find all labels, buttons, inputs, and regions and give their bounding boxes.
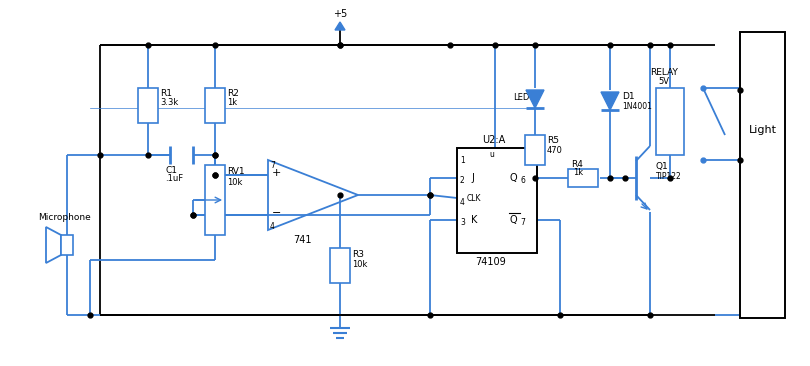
Text: 74109: 74109 xyxy=(475,257,505,267)
Text: 3.3k: 3.3k xyxy=(160,98,178,107)
Bar xyxy=(61,235,73,255)
Text: 10k: 10k xyxy=(227,178,242,187)
Text: 10k: 10k xyxy=(352,260,368,269)
Bar xyxy=(138,88,158,123)
Text: LED: LED xyxy=(513,93,530,102)
Text: RV1: RV1 xyxy=(227,167,245,176)
Text: .1uF: .1uF xyxy=(165,174,183,183)
Text: Q: Q xyxy=(509,215,517,225)
Text: 6: 6 xyxy=(520,176,525,185)
Bar xyxy=(330,248,350,283)
Text: K: K xyxy=(471,215,477,225)
Text: R2: R2 xyxy=(227,89,239,98)
Text: TIP122: TIP122 xyxy=(656,172,682,181)
Text: 7: 7 xyxy=(270,161,275,170)
Text: C1: C1 xyxy=(165,166,177,175)
Text: Microphone: Microphone xyxy=(38,213,91,222)
Text: Light: Light xyxy=(748,125,777,135)
Text: 1k: 1k xyxy=(227,98,237,107)
Bar xyxy=(457,148,537,253)
Text: 7: 7 xyxy=(520,218,525,227)
Text: 1k: 1k xyxy=(573,168,583,177)
Text: −: − xyxy=(272,208,281,218)
Bar xyxy=(740,32,785,318)
Text: J: J xyxy=(471,173,474,183)
Text: +5: +5 xyxy=(333,9,347,19)
Text: 2: 2 xyxy=(460,176,465,185)
Text: CLK: CLK xyxy=(467,194,481,203)
Bar xyxy=(525,135,545,165)
Text: 5V: 5V xyxy=(658,77,669,86)
Text: Q: Q xyxy=(509,173,517,183)
Text: R3: R3 xyxy=(352,250,364,259)
Bar xyxy=(205,165,225,235)
Polygon shape xyxy=(601,92,619,110)
Text: R1: R1 xyxy=(160,89,172,98)
Text: 3: 3 xyxy=(460,218,465,227)
Bar xyxy=(656,88,684,155)
Bar xyxy=(205,88,225,123)
Text: 1: 1 xyxy=(460,156,465,165)
Text: R5: R5 xyxy=(547,136,559,145)
Text: 470: 470 xyxy=(547,146,563,155)
Text: D1: D1 xyxy=(622,92,634,101)
Text: RELAY: RELAY xyxy=(650,68,678,77)
Text: 4: 4 xyxy=(270,222,275,231)
Text: 1N4001: 1N4001 xyxy=(622,102,652,111)
Text: u: u xyxy=(489,150,494,159)
Polygon shape xyxy=(526,90,544,108)
Text: Q1: Q1 xyxy=(656,162,669,171)
Text: +: + xyxy=(272,168,281,178)
Text: R4: R4 xyxy=(571,160,583,169)
Bar xyxy=(568,169,598,187)
Text: 4: 4 xyxy=(460,198,465,207)
Polygon shape xyxy=(335,22,345,30)
Text: U2:A: U2:A xyxy=(482,135,505,145)
Text: 741: 741 xyxy=(293,235,312,245)
